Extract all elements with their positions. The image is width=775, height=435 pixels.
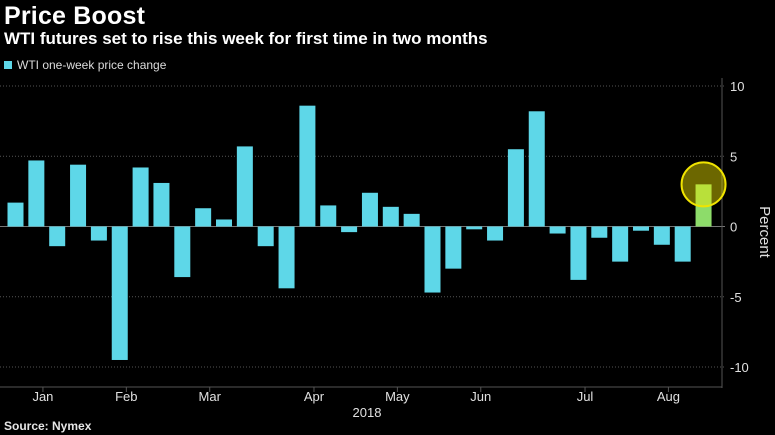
x-tick-label: May — [385, 389, 410, 404]
bar — [341, 226, 358, 233]
bar — [466, 226, 483, 230]
bar — [49, 226, 66, 247]
y-tick-label: 0 — [730, 220, 737, 235]
bar — [528, 111, 545, 227]
bar — [153, 182, 170, 227]
bar — [487, 226, 504, 241]
x-tick-label: Aug — [657, 389, 680, 404]
legend-label: WTI one-week price change — [17, 58, 167, 72]
bar — [445, 226, 462, 269]
y-tick-label: -10 — [730, 360, 749, 375]
bar — [320, 205, 337, 227]
bar — [674, 226, 691, 262]
source-note: Source: Nymex — [4, 419, 92, 433]
bar — [7, 202, 24, 227]
highlight-circle — [680, 161, 727, 208]
bar — [111, 226, 128, 360]
x-tick-label: Jan — [32, 389, 53, 404]
x-tick-label: Mar — [199, 389, 222, 404]
bar — [424, 226, 441, 293]
bar — [90, 226, 107, 241]
x-tick-label: Feb — [115, 389, 137, 404]
x-tick-label: Jul — [577, 389, 594, 404]
bar — [361, 192, 378, 227]
x-tick-label: Apr — [304, 389, 325, 404]
y-tick-label: 5 — [730, 149, 737, 164]
bar — [236, 146, 253, 227]
bar — [216, 219, 232, 227]
bar — [257, 226, 274, 247]
bar — [382, 206, 399, 227]
bar — [403, 213, 420, 227]
bar — [612, 226, 629, 262]
x-tick-label: Jun — [470, 389, 491, 404]
bar — [28, 160, 45, 227]
bar — [195, 208, 212, 227]
y-tick-label: 10 — [730, 79, 744, 94]
bar — [653, 226, 670, 245]
bar — [132, 167, 149, 227]
y-axis-title: Percent — [756, 206, 773, 259]
y-tick-label: -5 — [730, 290, 742, 305]
bar — [278, 226, 295, 289]
chart-subtitle: WTI futures set to rise this week for fi… — [4, 29, 488, 48]
bar — [174, 226, 191, 278]
bar — [507, 149, 524, 227]
bar — [299, 105, 316, 227]
bar — [70, 164, 87, 227]
bar — [591, 226, 608, 238]
chart-title: Price Boost — [4, 2, 146, 30]
legend: WTI one-week price change — [4, 58, 166, 72]
bar — [633, 226, 649, 231]
x-year-label: 2018 — [353, 405, 382, 420]
legend-swatch — [4, 61, 12, 69]
bar — [570, 226, 587, 280]
bar — [549, 226, 566, 234]
